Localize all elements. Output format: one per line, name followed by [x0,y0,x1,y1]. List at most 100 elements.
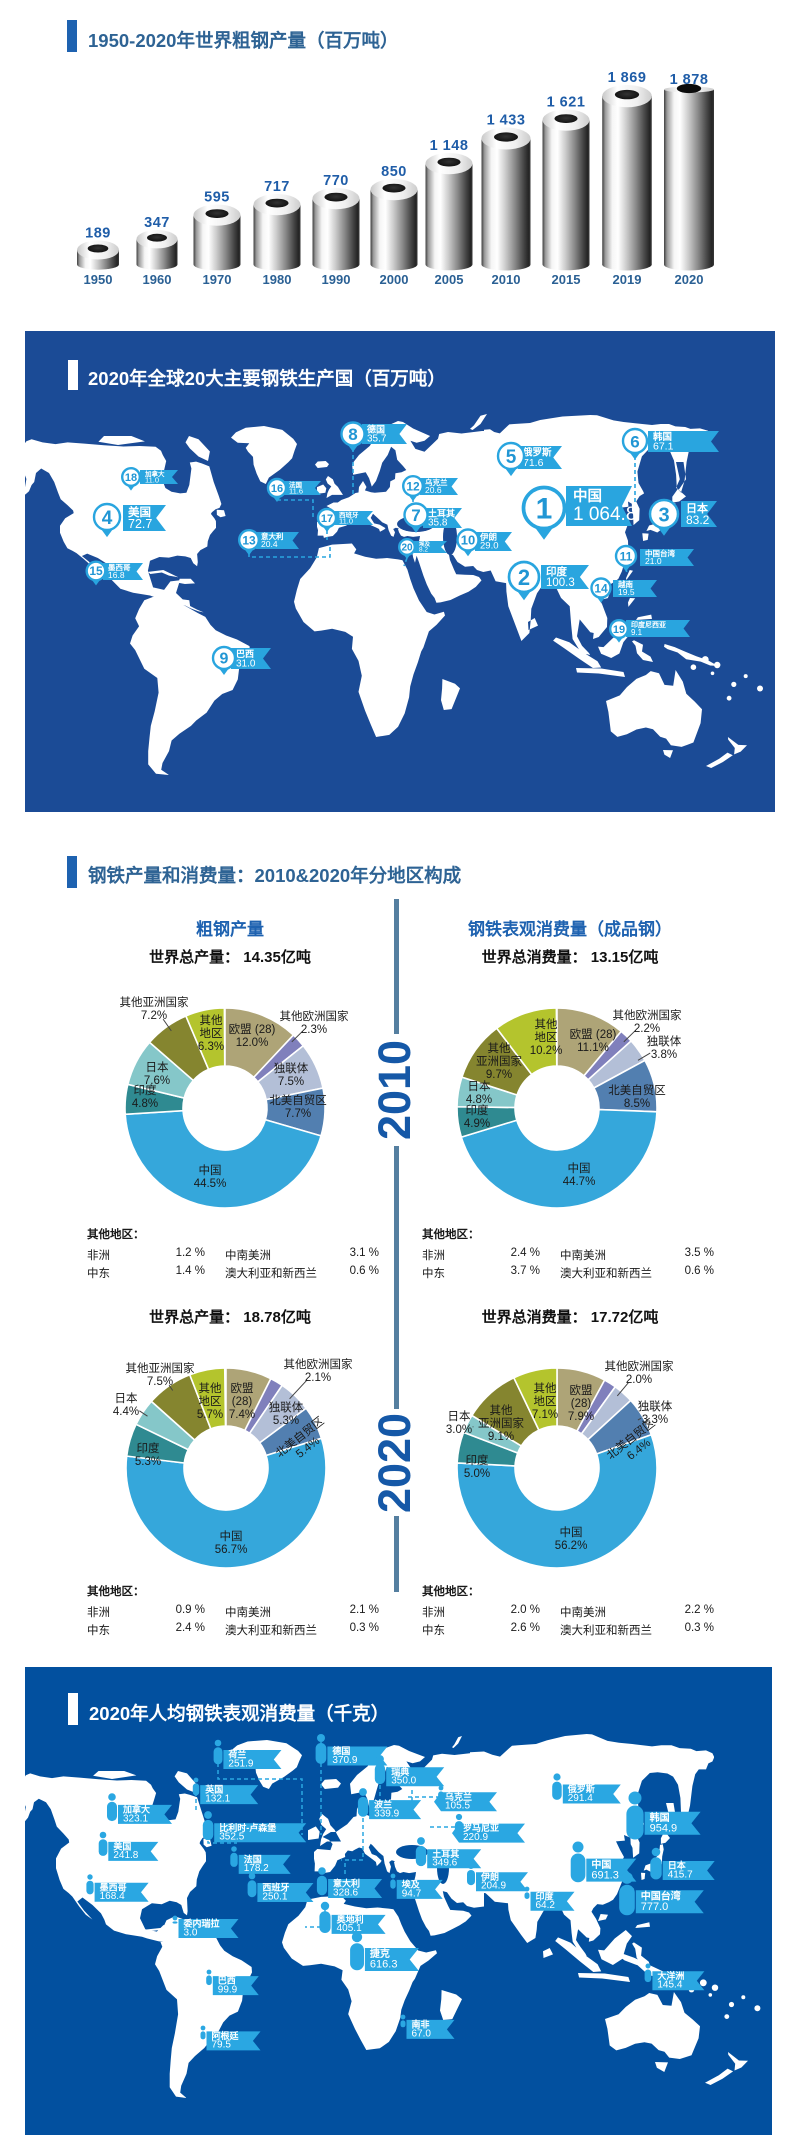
svg-text:850: 850 [381,164,407,180]
svg-text:乌克兰: 乌克兰 [445,1791,472,1802]
svg-text:100.3: 100.3 [546,577,575,589]
svg-text:印度4.8%: 印度 4.8% [132,1083,158,1110]
svg-text:19: 19 [613,624,625,636]
svg-text:南非: 南非 [412,2019,430,2030]
svg-text:12: 12 [406,479,420,493]
svg-text:11.0: 11.0 [339,516,353,525]
svg-text:67.0: 67.0 [412,2028,432,2039]
svg-text:616.3: 616.3 [370,1959,398,1971]
svg-text:欧盟 (28)11.1%: 欧盟 (28) 11.1% [570,1028,617,1054]
svg-text:10: 10 [461,533,475,548]
svg-text:荷兰: 荷兰 [227,1749,246,1760]
svg-text:2005: 2005 [435,272,464,287]
svg-text:印度5.3%: 印度 5.3% [135,1441,161,1468]
svg-text:西班牙: 西班牙 [262,1882,289,1893]
svg-text:欧盟(28)7.9%: 欧盟(28) 7.9% [568,1384,594,1423]
svg-text:145.4: 145.4 [657,1980,682,1991]
svg-text:加拿大: 加拿大 [122,1804,150,1815]
svg-text:1990: 1990 [322,272,351,287]
svg-text:18: 18 [125,472,137,484]
svg-text:31.0: 31.0 [236,658,256,669]
svg-text:1 869: 1 869 [608,70,647,86]
svg-text:8.2: 8.2 [419,547,428,554]
svg-text:伊朗: 伊朗 [480,1871,499,1882]
svg-text:1 878: 1 878 [670,72,709,88]
svg-text:2000: 2000 [380,272,409,287]
svg-text:1 433: 1 433 [487,113,526,129]
svg-text:20: 20 [401,543,413,554]
svg-text:595: 595 [204,190,230,206]
svg-text:2015: 2015 [552,272,581,287]
svg-text:日本3.0%: 日本 3.0% [446,1409,472,1436]
svg-text:欧盟 (28)12.0%: 欧盟 (28) 12.0% [229,1023,276,1049]
svg-text:349.6: 349.6 [432,1858,457,1869]
svg-text:20.4: 20.4 [261,539,278,549]
svg-text:168.4: 168.4 [100,1891,125,1902]
svg-text:15: 15 [89,564,103,578]
svg-text:21.0: 21.0 [645,556,662,566]
svg-text:415.7: 415.7 [668,1869,693,1880]
svg-text:越南: 越南 [617,579,633,589]
svg-text:352.5: 352.5 [219,1832,244,1843]
svg-text:11.6: 11.6 [289,486,303,495]
svg-text:西班牙: 西班牙 [339,510,359,519]
svg-text:251.9: 251.9 [228,1758,253,1769]
svg-text:土耳其: 土耳其 [432,1848,459,1859]
svg-text:乌克兰: 乌克兰 [425,477,448,487]
svg-text:220.9: 220.9 [463,1832,488,1843]
svg-text:29.0: 29.0 [480,541,499,552]
svg-text:日本7.6%: 日本 7.6% [144,1060,170,1087]
svg-text:83.2: 83.2 [686,513,710,527]
svg-text:99.9: 99.9 [218,1984,238,1995]
svg-text:13: 13 [242,533,256,547]
svg-text:328.6: 328.6 [333,1887,358,1898]
svg-text:美国: 美国 [128,505,151,519]
svg-text:法国: 法国 [289,480,303,489]
svg-text:11: 11 [620,550,633,564]
svg-text:委内瑞拉: 委内瑞拉 [183,1918,220,1929]
svg-text:中国台湾: 中国台湾 [645,548,675,558]
svg-text:954.9: 954.9 [650,1822,678,1834]
svg-text:9.1: 9.1 [631,628,643,637]
svg-text:加拿大: 加拿大 [144,469,165,478]
svg-text:250.1: 250.1 [262,1891,287,1902]
svg-text:79.5: 79.5 [212,2040,232,2051]
svg-text:6: 6 [630,432,639,451]
svg-text:印度5.0%: 印度 5.0% [464,1453,490,1480]
svg-text:巴西: 巴西 [236,649,254,659]
svg-text:瑞典: 瑞典 [391,1766,409,1777]
svg-text:印度尼西亚: 印度尼西亚 [631,620,666,629]
svg-text:3.0: 3.0 [184,1927,198,1938]
svg-text:韩国: 韩国 [650,1811,670,1824]
svg-text:印度: 印度 [546,565,567,578]
svg-text:241.8: 241.8 [113,1850,138,1861]
svg-text:17: 17 [321,513,333,525]
svg-text:意大利: 意大利 [261,531,284,541]
svg-text:20.6: 20.6 [425,485,442,495]
svg-text:中国: 中国 [591,1858,611,1871]
svg-text:中国台湾: 中国台湾 [641,1890,681,1903]
svg-text:奥地利: 奥地利 [336,1914,364,1925]
svg-text:9: 9 [220,651,229,668]
svg-text:189: 189 [85,226,111,242]
svg-text:691.3: 691.3 [591,1869,619,1881]
svg-text:墨西哥: 墨西哥 [108,562,131,572]
svg-text:大洋洲: 大洋洲 [657,1970,684,1981]
svg-text:16.8: 16.8 [108,570,125,580]
svg-text:捷克: 捷克 [370,1947,390,1960]
svg-text:罗马尼亚: 罗马尼亚 [463,1823,499,1833]
svg-text:5: 5 [506,447,517,468]
svg-text:94.7: 94.7 [402,1888,422,1899]
svg-text:伊朗: 伊朗 [479,532,497,542]
svg-text:405.1: 405.1 [337,1923,362,1934]
svg-text:墨西哥: 墨西哥 [100,1882,127,1892]
